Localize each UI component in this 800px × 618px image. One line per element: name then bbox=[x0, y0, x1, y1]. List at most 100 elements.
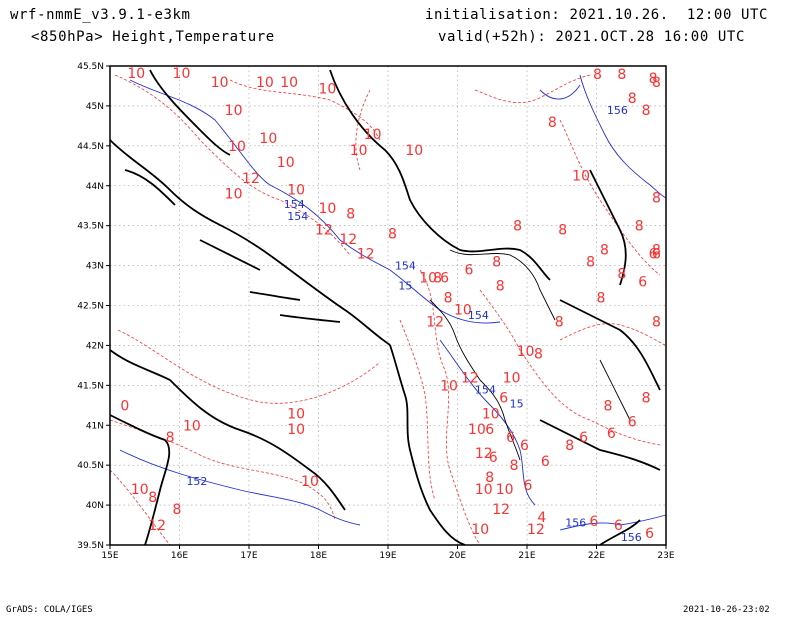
temperature-label: 10 bbox=[496, 482, 514, 498]
temperature-label: 8 bbox=[635, 219, 644, 235]
init-time: initialisation: 2021.10.26. 12:00 UTC bbox=[425, 7, 769, 23]
temperature-label: 8 bbox=[652, 243, 661, 259]
valid-time: valid(+52h): 2021.OCT.28 16:00 UTC bbox=[438, 29, 745, 45]
y-tick-label: 43N bbox=[86, 262, 104, 272]
temperature-label: 6 bbox=[590, 514, 599, 530]
temperature-label: 8 bbox=[510, 458, 519, 474]
x-tick-label: 21E bbox=[518, 551, 535, 561]
temperature-label: 4 bbox=[537, 510, 546, 526]
temperature-label: 10 bbox=[259, 131, 277, 147]
temperature-label: 12 bbox=[475, 446, 493, 462]
temperature-label: 10 bbox=[319, 81, 337, 97]
temperature-label: 12 bbox=[242, 171, 260, 187]
x-tick-label: 16E bbox=[171, 551, 188, 561]
height-label: 154 bbox=[475, 383, 496, 396]
y-tick-label: 42.5N bbox=[77, 302, 104, 312]
temperature-label: 12 bbox=[339, 232, 357, 248]
temperature-label: 10 bbox=[503, 370, 521, 386]
temperature-label: 10 bbox=[301, 474, 319, 490]
temperature-label: 8 bbox=[166, 430, 175, 446]
temperature-label: 8 bbox=[628, 91, 637, 107]
temperature-label: 12 bbox=[527, 522, 545, 538]
y-tick-label: 45.5N bbox=[77, 62, 104, 72]
field-title: <850hPa> Height,Temperature bbox=[31, 29, 275, 45]
temperature-label: 10 bbox=[517, 344, 535, 360]
height-label: 154 bbox=[468, 309, 489, 322]
temperature-label: 10 bbox=[440, 378, 458, 394]
height-label: 156 bbox=[607, 104, 628, 117]
temperature-label: 10 bbox=[319, 201, 337, 217]
temperature-label: 10 bbox=[225, 187, 243, 203]
height-label: 156 bbox=[565, 517, 586, 530]
temperature-label: 10 bbox=[405, 143, 423, 159]
temperature-label: 8 bbox=[534, 346, 543, 362]
height-label: 15 bbox=[510, 398, 524, 411]
temperature-label: 8 bbox=[652, 75, 661, 91]
temperature-label: 10 bbox=[225, 103, 243, 119]
latitude-ticks: 45.5N 45N 44.5N 44N 43.5N 43N 42.5N 42N 41.5N 41N… bbox=[77, 62, 110, 551]
temperature-label: 8 bbox=[548, 115, 557, 131]
temperature-label: 6 bbox=[645, 526, 654, 542]
x-tick-label: 15E bbox=[101, 551, 118, 561]
temperature-label: 10 bbox=[350, 143, 368, 159]
temperature-label: 8 bbox=[433, 271, 442, 287]
temperature-label: 6 bbox=[541, 454, 550, 470]
temperature-label: 10 bbox=[280, 75, 298, 91]
temperature-label: 8 bbox=[492, 255, 501, 271]
x-tick-label: 22E bbox=[588, 551, 605, 561]
temperature-label: 8 bbox=[617, 67, 626, 83]
temperature-label: 0 bbox=[120, 398, 129, 414]
temperature-label: 10 bbox=[211, 75, 229, 91]
temperature-label: 6 bbox=[485, 422, 494, 438]
lat-lon-grid bbox=[110, 66, 666, 545]
temperature-label: 10 bbox=[468, 422, 486, 438]
y-tick-label: 45N bbox=[86, 102, 104, 112]
temperature-label: 6 bbox=[638, 275, 647, 291]
temperature-label: 10 bbox=[419, 271, 437, 287]
temperature-label: 8 bbox=[173, 502, 182, 518]
temperature-label: 6 bbox=[489, 450, 498, 466]
temperature-label: 12 bbox=[426, 314, 444, 330]
height-label: 154 bbox=[287, 210, 308, 223]
temperature-label: 10 bbox=[228, 139, 246, 155]
y-tick-label: 41.5N bbox=[77, 381, 104, 391]
credit-text: GrADS: COLA/IGES bbox=[6, 605, 93, 615]
temperature-label: 10 bbox=[256, 75, 274, 91]
temperature-label: 6 bbox=[499, 390, 508, 406]
height-label: 154 bbox=[395, 260, 416, 273]
temperature-label: 10 bbox=[454, 302, 472, 318]
temperature-label: 8 bbox=[496, 279, 505, 295]
y-tick-label: 44.5N bbox=[77, 142, 104, 152]
temperature-label: 10 bbox=[364, 127, 382, 143]
longitude-ticks: 15E 16E 17E 18E 19E 20E 21E 22E 23E bbox=[101, 545, 675, 561]
height-contours bbox=[119, 74, 667, 531]
temperature-label: 8 bbox=[346, 207, 355, 223]
borders bbox=[429, 249, 631, 461]
temperature-label: 8 bbox=[513, 219, 522, 235]
temperature-label: 8 bbox=[652, 314, 661, 330]
temperature-label: 8 bbox=[586, 255, 595, 271]
y-tick-label: 44N bbox=[86, 182, 104, 192]
temperature-label: 10 bbox=[572, 168, 590, 184]
y-tick-label: 40.5N bbox=[77, 461, 104, 471]
x-tick-label: 17E bbox=[240, 551, 257, 561]
temperature-label: 6 bbox=[520, 438, 529, 454]
temperature-label: 8 bbox=[558, 223, 567, 239]
x-tick-label: 20E bbox=[449, 551, 466, 561]
temperature-label: 8 bbox=[388, 227, 397, 243]
temperature-label: 10 bbox=[287, 183, 305, 199]
temperature-label: 10 bbox=[131, 482, 149, 498]
temperature-label: 6 bbox=[440, 271, 449, 287]
temperature-label: 8 bbox=[148, 490, 157, 506]
temperature-label: 6 bbox=[652, 247, 661, 263]
temperature-label: 12 bbox=[148, 518, 166, 534]
temperature-label: 12 bbox=[357, 247, 375, 263]
temperature-label: 10 bbox=[173, 66, 191, 82]
x-tick-label: 19E bbox=[379, 551, 396, 561]
temperature-label: 8 bbox=[649, 71, 658, 87]
temperature-label: 10 bbox=[475, 482, 493, 498]
temperature-label: 10 bbox=[127, 66, 145, 82]
y-tick-label: 42N bbox=[86, 341, 104, 351]
